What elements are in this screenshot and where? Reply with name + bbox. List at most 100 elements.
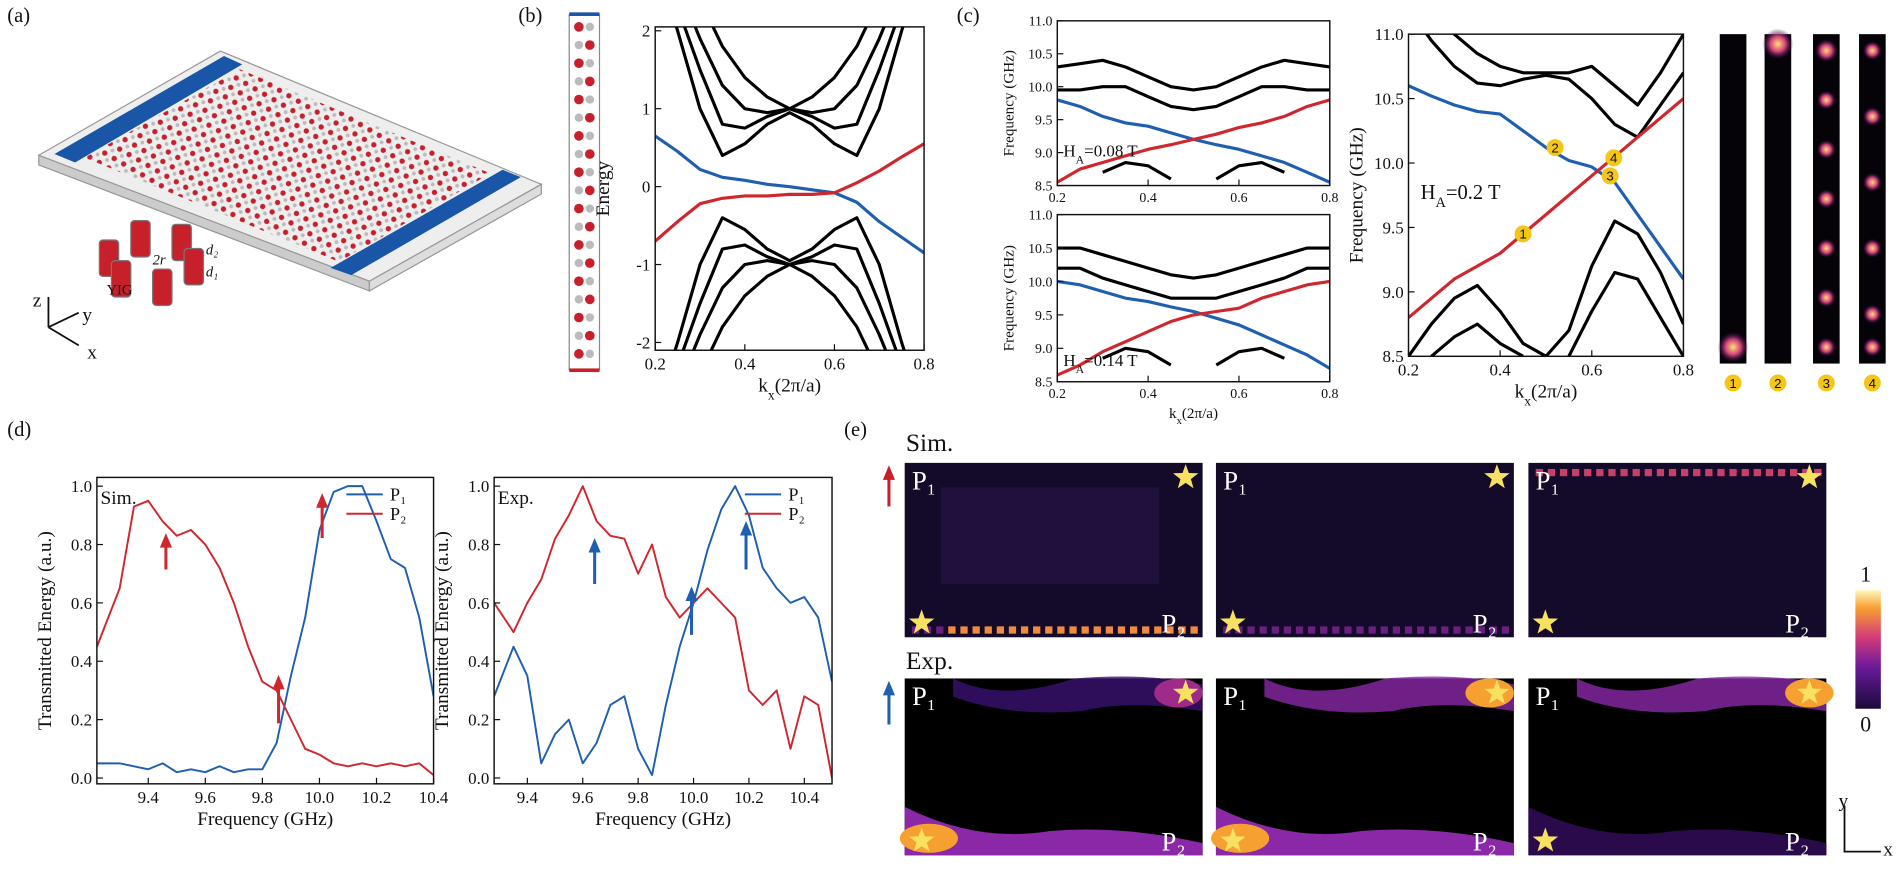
series-line (1408, 97, 1684, 319)
field-hotspot (1681, 468, 1689, 477)
x-tick-label: 0.6 (1581, 361, 1602, 380)
site (574, 94, 584, 105)
field-hotspot (1429, 626, 1437, 634)
series-line (1102, 346, 1286, 367)
plot-frame (96, 476, 435, 785)
x-tick-label: 9.4 (138, 788, 160, 807)
field-hotspot (1154, 626, 1162, 634)
port-star (1796, 464, 1823, 489)
y-tick-label: 11.0 (1375, 25, 1404, 44)
field-hotspot (1008, 626, 1017, 634)
x-tick-label: 10.2 (362, 788, 392, 807)
y-axis-label: Frequency (GHz) (1346, 127, 1367, 263)
arrow-head (882, 465, 896, 480)
site (574, 22, 584, 32)
site (574, 167, 584, 178)
field-glow (1816, 288, 1837, 308)
field-hotspot (953, 676, 1203, 713)
site (574, 77, 584, 86)
field-hotspot (1307, 626, 1316, 634)
field-hotspot (1045, 626, 1053, 634)
arrow-head (159, 533, 172, 548)
field-hotspot (1547, 468, 1556, 477)
site (585, 22, 595, 32)
y-tick-label: 9.5 (1382, 218, 1403, 237)
y-tick-label: 0.8 (468, 535, 489, 554)
legend-label: P₁ (788, 484, 804, 504)
y-tick-label: 0.4 (468, 652, 490, 671)
field-hotspot (1729, 468, 1737, 477)
axis-label: x (87, 343, 97, 364)
y-tick-label: 10.0 (1028, 275, 1052, 290)
axis-label: y (82, 305, 92, 326)
series-line (96, 499, 434, 776)
series-line (1057, 279, 1330, 377)
port-star (1532, 609, 1559, 634)
field-hotspot (1033, 626, 1041, 634)
state-marker-label: 4 (1610, 151, 1618, 166)
port-star (1220, 609, 1246, 634)
field-hotspot (1368, 626, 1376, 634)
field-hotspot (1644, 468, 1652, 477)
material-label: YIG (107, 283, 133, 299)
y-tick-label: 9.0 (1382, 283, 1403, 302)
field-label-part: H (1421, 182, 1436, 204)
port-label: P₁ (912, 681, 936, 711)
field-label-part: A (1076, 152, 1085, 166)
series-line (1408, 219, 1684, 357)
series-line (494, 485, 833, 779)
series-line (1430, 270, 1684, 357)
port-star (1484, 679, 1510, 704)
field-hotspot (1117, 626, 1126, 634)
field-hotspot (1344, 626, 1352, 634)
field-hotspot (936, 626, 944, 634)
field-label-part: A (1076, 362, 1085, 376)
site (574, 58, 584, 69)
port-label: P₂ (1785, 826, 1809, 856)
field-glow (1862, 106, 1883, 127)
field-hotspot (1404, 626, 1413, 634)
legend-label: P₁ (390, 484, 406, 504)
site (574, 295, 584, 304)
axes-icon (1843, 805, 1881, 853)
arrow-head (739, 521, 753, 536)
field-hotspot (1620, 468, 1628, 477)
site (574, 258, 584, 268)
y-tick-label: 0.2 (71, 711, 92, 730)
site (574, 203, 584, 214)
plot-frame (1056, 20, 1331, 187)
field-hotspot (904, 806, 1203, 856)
x-axis-label-part: (2π/a) (1182, 406, 1218, 422)
field-hotspot (1105, 626, 1113, 634)
field-hotspot (1416, 626, 1425, 634)
site (584, 330, 595, 341)
device-schematic (37, 50, 543, 347)
field-hotspot (1380, 626, 1388, 634)
series-line (494, 485, 833, 777)
profile-label: 1 (1729, 376, 1736, 391)
colorbar (1855, 590, 1881, 709)
site (585, 276, 595, 286)
profile-marker (1724, 374, 1742, 392)
field-hotspot (984, 626, 992, 634)
port-star (908, 827, 935, 852)
profile-marker (1817, 374, 1835, 392)
x-tick-label: 0.8 (1673, 361, 1694, 380)
y-tick-label: 0.0 (468, 769, 489, 788)
field-hotspot (1356, 626, 1364, 634)
field-glow (1816, 238, 1837, 258)
y-tick-label: 9.0 (1035, 342, 1052, 357)
profile-label: 2 (1774, 376, 1781, 391)
state-marker-label: 1 (1519, 227, 1526, 242)
field-hotspot (1656, 468, 1665, 477)
site (585, 95, 595, 104)
field-hotspot (1129, 626, 1138, 634)
dimension-label: 2r (153, 252, 166, 268)
site (584, 221, 595, 232)
panel-label: (d) (7, 419, 31, 441)
x-tick-label: 0.6 (1230, 387, 1247, 402)
y-tick-label: 9.5 (1035, 309, 1052, 324)
site (585, 313, 595, 322)
annotation: Sim. (101, 488, 137, 509)
x-axis-label-part: k (758, 375, 768, 396)
